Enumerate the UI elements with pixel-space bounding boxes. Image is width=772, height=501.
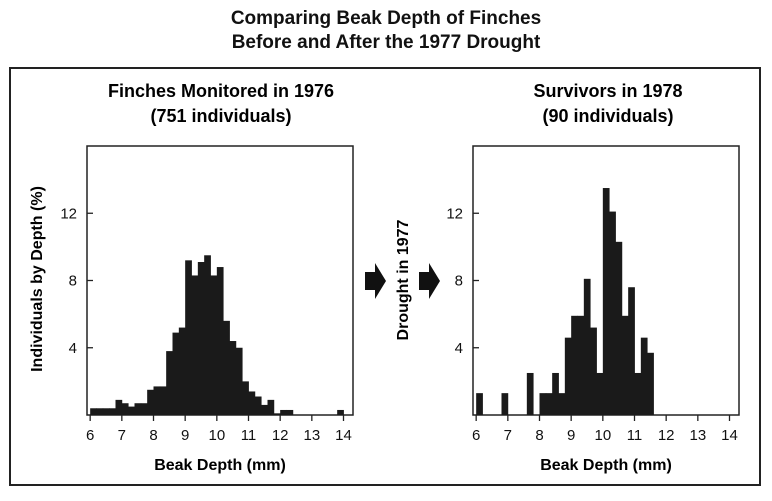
left-histogram-bar <box>109 408 116 415</box>
right-histogram-bar <box>615 241 623 415</box>
right-histogram-bar <box>558 393 566 415</box>
left-histogram-bar <box>178 327 186 415</box>
arrow-right-icon-1 <box>365 263 386 299</box>
left-histogram-bar <box>197 262 205 415</box>
left-x-axis-label: Beak Depth (mm) <box>154 457 286 474</box>
left-chart-title-line-1: Finches Monitored in 1976 <box>108 81 334 101</box>
left-y-axis-label: Individuals by Depth (%) <box>29 186 46 372</box>
drought-label: Drought in 1977 <box>395 219 412 340</box>
left-y-tick-label: 8 <box>69 273 77 290</box>
right-histogram-bar <box>621 315 629 415</box>
left-x-tick-label: 10 <box>208 427 225 444</box>
left-histogram-bar <box>191 275 199 415</box>
right-histogram-bar <box>526 372 534 415</box>
left-histogram-bar <box>159 386 167 415</box>
right-histogram-bar <box>476 393 483 415</box>
left-histogram-bar <box>337 409 344 415</box>
right-chart-title-line-2: (90 individuals) <box>542 106 673 126</box>
left-x-tick-label: 6 <box>86 427 94 444</box>
left-histogram-bar <box>223 320 230 415</box>
right-x-tick-label: 11 <box>627 427 643 444</box>
left-histogram-bar <box>121 403 129 415</box>
left-histogram-bar <box>166 351 173 415</box>
right-y-tick-label: 12 <box>446 205 463 222</box>
left-x-tick-label: 9 <box>181 427 189 444</box>
right-x-tick-label: 13 <box>689 427 706 444</box>
left-histogram-bar <box>261 404 268 415</box>
left-histogram-bar <box>235 347 243 415</box>
left-x-tick-label: 12 <box>272 427 289 444</box>
left-histogram: 6 7 8 9 10 11 12 13 14 4 8 12 <box>60 205 352 444</box>
right-histogram-bar <box>647 352 654 415</box>
right-histogram-bar <box>640 337 648 415</box>
right-histogram-bar <box>628 287 635 415</box>
left-histogram-bar <box>128 406 135 415</box>
left-histogram-bar <box>273 413 281 415</box>
right-histogram: 6 7 8 9 10 11 12 13 14 4 8 12 <box>446 188 738 444</box>
left-histogram-bar <box>242 381 249 416</box>
left-histogram-bar <box>185 260 192 415</box>
right-histogram-bar <box>609 211 616 415</box>
left-histogram-bar <box>267 399 275 415</box>
right-histogram-bar <box>577 315 585 415</box>
left-x-tick-label: 11 <box>241 427 257 444</box>
left-histogram-bar <box>210 275 218 415</box>
right-histogram-bar <box>583 278 591 415</box>
left-histogram-bar <box>172 332 180 415</box>
right-histogram-bar <box>596 372 604 415</box>
right-histogram-bar <box>564 337 572 415</box>
left-histogram-bar <box>102 408 110 415</box>
figure-frame <box>9 67 761 486</box>
left-x-tick-label: 13 <box>303 427 320 444</box>
right-histogram-bar <box>545 393 553 415</box>
left-y-tick-label: 12 <box>60 205 77 222</box>
left-x-tick-label: 14 <box>335 427 352 444</box>
right-y-tick-label: 8 <box>455 273 463 290</box>
right-x-tick-label: 8 <box>535 427 543 444</box>
right-x-tick-label: 7 <box>504 427 512 444</box>
left-chart-title-line-2: (751 individuals) <box>150 106 291 126</box>
left-histogram-bar <box>134 403 142 415</box>
right-x-tick-label: 10 <box>594 427 611 444</box>
left-histogram-bar <box>216 267 224 415</box>
right-x-tick-label: 14 <box>721 427 738 444</box>
right-histogram-bar <box>602 188 610 415</box>
right-x-tick-label: 9 <box>567 427 575 444</box>
right-histogram-bar <box>539 393 547 415</box>
right-x-axis-label: Beak Depth (mm) <box>540 457 672 474</box>
arrow-right-icon-2 <box>419 263 440 299</box>
left-histogram-bar <box>248 391 256 415</box>
right-y-tick-label: 4 <box>455 340 463 357</box>
left-x-tick-label: 8 <box>149 427 157 444</box>
right-histogram-bar <box>590 327 597 415</box>
left-histogram-bar <box>280 409 287 415</box>
left-histogram-bar <box>90 408 97 415</box>
left-histogram-bar <box>229 341 237 415</box>
right-x-tick-label: 12 <box>658 427 675 444</box>
main-title-line-2: Before and After the 1977 Drought <box>231 32 541 53</box>
right-histogram-bar <box>634 372 642 415</box>
left-histogram-bar <box>115 399 123 415</box>
right-x-tick-label: 6 <box>472 427 480 444</box>
left-x-tick-label: 7 <box>118 427 126 444</box>
left-histogram-bar <box>153 386 161 415</box>
right-histogram-bar <box>571 315 578 415</box>
left-histogram-bar <box>96 408 104 415</box>
left-histogram-bar <box>140 403 148 415</box>
left-histogram-bar <box>286 409 294 415</box>
left-histogram-bar <box>254 396 262 415</box>
right-histogram-bar <box>552 372 559 415</box>
left-histogram-bar <box>147 389 154 415</box>
right-histogram-bar <box>501 393 509 415</box>
main-title-line-1: Comparing Beak Depth of Finches <box>230 8 542 29</box>
left-histogram-bar <box>204 255 211 415</box>
right-chart-title-line-1: Survivors in 1978 <box>533 81 682 101</box>
left-y-tick-label: 4 <box>69 340 77 357</box>
